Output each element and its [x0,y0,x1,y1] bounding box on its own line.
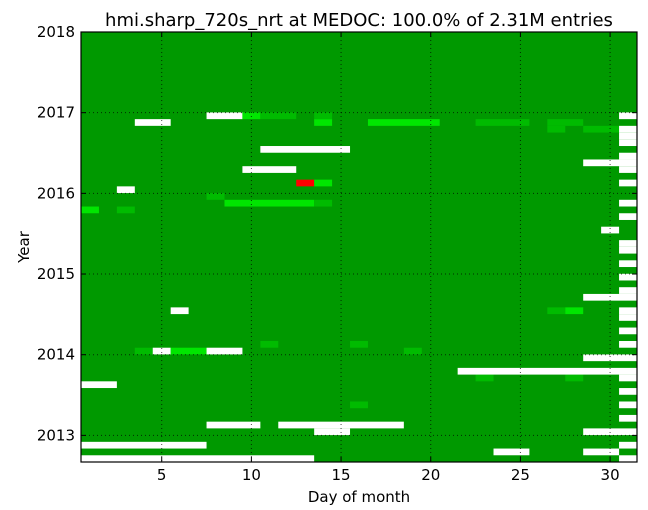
heatmap-cell [116,206,135,214]
heatmap-cell [134,347,153,355]
heatmap-cell [350,340,368,348]
heatmap-cell [260,340,279,348]
heatmap-cells [81,112,637,462]
x-tick-label: 30 [601,466,620,484]
heatmap-cell [619,314,637,321]
heatmap-cell [619,132,637,140]
heatmap-cell [260,146,351,153]
heatmap-cell [547,125,566,133]
heatmap-cell [601,226,620,234]
heatmap-cell [619,374,637,382]
heatmap-cell [314,112,333,120]
heatmap-cell [242,166,297,173]
x-tick-label: 5 [157,466,167,484]
heatmap-cell [619,401,637,409]
heatmap-cell [116,186,135,194]
heatmap-cell [619,179,637,187]
chart-title: hmi.sharp_720s_nrt at MEDOC: 100.0% of 2… [105,10,613,31]
x-tick-label: 20 [421,466,440,484]
heatmap-cell [619,287,637,294]
x-axis-label: Day of month [308,488,410,506]
heatmap-cell [242,112,261,120]
y-axis-ticks: 2013 2014 2015 2016 2017 2018 [37,23,637,444]
heatmap-cell [296,179,315,187]
plot-background [81,32,637,462]
heatmap-cell [350,401,368,409]
y-axis-label: Year [15,230,33,264]
heatmap-cell [619,388,637,395]
heatmap-cell [81,206,99,214]
heatmap-cell [81,455,315,462]
heatmap-cell [619,152,637,160]
heatmap-cell [152,347,171,355]
heatmap-cell [619,260,637,268]
heatmap-cell [619,125,637,133]
heatmap-cell [619,139,637,147]
heatmap-cell [619,166,637,173]
heatmap-cell [475,119,530,126]
heatmap-cell [619,213,637,220]
heatmap-cell [619,414,637,422]
heatmap-cell [134,119,171,126]
heatmap-cell [583,428,637,436]
heatmap-cell [583,354,637,362]
heatmap-cell [278,421,404,429]
y-tick-label: 2014 [37,346,75,364]
plot-frame [80,31,638,463]
heatmap-cell [619,327,637,335]
heatmap-cell [206,421,261,429]
heatmap-cell [619,455,637,462]
heatmap-cell [314,119,333,126]
heatmap-cell [619,199,637,207]
x-axis-ticks: 5 10 15 20 25 30 [157,32,620,484]
heatmap-cell [81,441,207,449]
heatmap-cell [206,347,243,355]
heatmap-cell [583,448,620,456]
y-tick-label: 2013 [37,426,75,444]
heatmap-cell [619,273,637,281]
heatmap-cell [314,428,351,436]
heatmap-cell [619,240,637,247]
heatmap-cell [547,119,584,126]
heatmap-cell [619,112,637,120]
heatmap-cell [547,307,566,315]
heatmap-cell [583,125,637,133]
y-tick-label: 2016 [37,184,75,202]
heatmap-cell [583,293,637,301]
x-tick-label: 15 [332,466,351,484]
y-tick-label: 2015 [37,265,75,283]
heatmap-cell [583,159,637,167]
heatmap-cell [619,307,637,315]
y-tick-label: 2017 [37,104,75,122]
heatmap-cell [619,340,637,348]
heatmap-cell [493,448,530,456]
heatmap-cell [403,347,422,355]
heatmap-cell [314,179,333,187]
y-tick-label: 2018 [37,23,75,41]
heatmap-cell [457,367,637,375]
x-tick-label: 25 [511,466,530,484]
heatmap-cell [260,112,297,120]
heatmap-cell [367,119,440,126]
heatmap-cell [565,374,584,382]
heatmap-cell [206,193,225,200]
heatmap-cell [170,347,207,355]
heatmap-cell [619,246,637,254]
heatmap-cell [206,112,243,120]
heatmap-cell [81,381,117,389]
heatmap-cell [475,374,494,382]
x-tick-label: 10 [242,466,261,484]
heatmap-cell [170,307,189,315]
heatmap-cell [619,441,637,449]
heatmap-cell [314,199,333,207]
heatmap-cell [224,199,315,207]
heatmap-cell [565,307,584,315]
